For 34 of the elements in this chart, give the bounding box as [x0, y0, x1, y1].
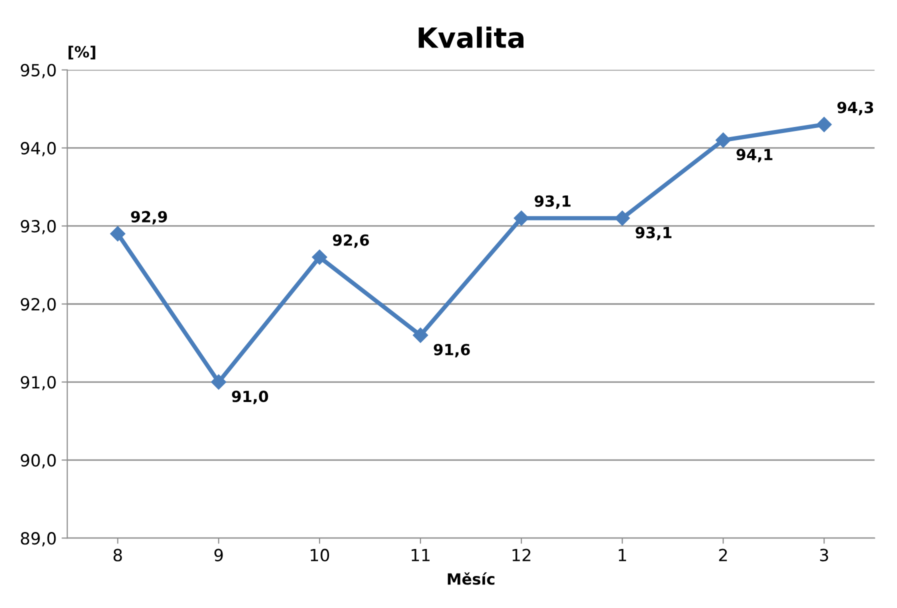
data-label: 94,1 [736, 148, 772, 162]
x-tick-label: 12 [512, 548, 530, 562]
point [412, 328, 428, 343]
point [716, 132, 731, 148]
point [110, 226, 126, 242]
y-tick-label: 89,0 [20, 532, 56, 546]
y-tick-label: 90,0 [20, 454, 56, 468]
x-tick-label: 2 [719, 548, 727, 562]
data-label: 92,6 [332, 234, 369, 248]
point [816, 116, 832, 132]
y-tick-label: 94,0 [20, 142, 56, 156]
data-label: 94,3 [837, 102, 874, 116]
point [514, 210, 529, 226]
chart-title: Kvalita [418, 26, 524, 48]
y-tick-label: 95,0 [20, 64, 56, 78]
x-tick-label: 3 [820, 548, 828, 562]
data-label: 92,9 [131, 210, 167, 224]
y-axis-title: [%] [68, 46, 96, 60]
data-label: 93,1 [534, 195, 571, 209]
data-label: 91,6 [434, 344, 470, 358]
x-tick-label: 8 [114, 548, 122, 562]
data-label: 93,1 [636, 226, 672, 240]
x-tick-label: 9 [214, 548, 223, 562]
x-tick-label: 11 [412, 549, 430, 562]
point [312, 250, 328, 265]
y-tick-label: 91,0 [20, 376, 56, 390]
point [211, 374, 226, 390]
x-axis-title: Měsíc [448, 572, 494, 585]
y-tick-label: 92,0 [20, 298, 56, 312]
x-tick-label: 1 [618, 549, 626, 562]
y-tick-label: 93,0 [20, 220, 56, 234]
data-label: 91,0 [232, 390, 268, 404]
point [614, 210, 630, 226]
x-tick-label: 10 [310, 548, 330, 562]
